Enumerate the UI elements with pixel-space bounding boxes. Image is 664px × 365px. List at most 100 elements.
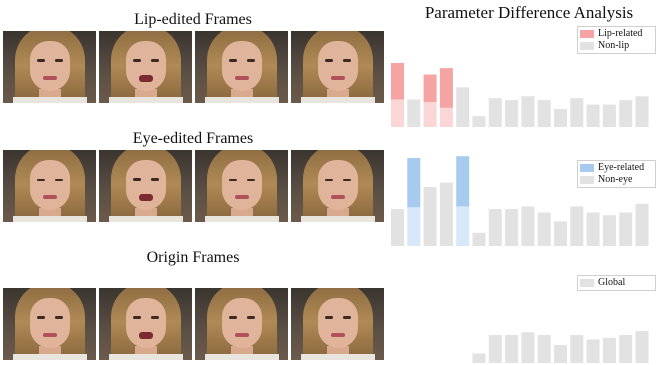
left-eye (37, 59, 45, 62)
left-eye (229, 316, 237, 319)
clothing-shape (205, 216, 279, 222)
left-eye (325, 316, 333, 319)
eye-edited-title: Eye-edited Frames (132, 130, 254, 147)
right-eye (343, 179, 351, 181)
bar (554, 345, 567, 363)
bar (537, 335, 551, 363)
legend-item-non-lip: Non-lip (580, 40, 653, 52)
left-eye (325, 59, 333, 62)
legend-item-eye-related: Eye-related (580, 162, 653, 174)
clothing-shape (301, 97, 375, 103)
mouth (331, 195, 345, 199)
left-eye (325, 179, 333, 181)
mouth (139, 194, 153, 201)
analysis-title: Parameter Difference Analysis (424, 3, 634, 22)
clothing-shape (13, 354, 87, 360)
legend-lip: Lip-related Non-lip (577, 26, 656, 54)
right-eye (55, 316, 63, 319)
bar-highlight-segment (423, 74, 437, 103)
mouth (235, 333, 249, 337)
mouth (139, 75, 153, 82)
right-eye (55, 179, 63, 181)
bar (554, 221, 567, 246)
face-frame (99, 150, 192, 222)
face-frame (99, 31, 192, 103)
bar (472, 353, 486, 363)
right-eye (343, 59, 351, 62)
right-eye (55, 59, 63, 62)
bar-highlight-segment (407, 158, 421, 208)
bar (391, 209, 404, 246)
swatch-non-lip (580, 42, 594, 50)
bar (570, 98, 584, 127)
face-shape (30, 298, 70, 348)
face-shape (30, 160, 70, 210)
bar (488, 98, 502, 127)
face-shape (30, 41, 70, 91)
left-eye (229, 179, 237, 181)
face-shape (318, 160, 358, 210)
right-eye (343, 316, 351, 319)
bar (456, 87, 470, 127)
bar (488, 209, 502, 246)
bar (472, 232, 486, 246)
bar (635, 96, 649, 127)
bar-base-segment (423, 102, 437, 127)
bar-base-segment (391, 99, 404, 127)
right-eye (247, 179, 255, 181)
swatch-non-eye (580, 176, 594, 184)
bar (505, 100, 519, 127)
legend-item-global: Global (580, 277, 653, 289)
mouth (43, 76, 57, 80)
face-shape (126, 160, 166, 210)
mouth (235, 76, 249, 80)
left-eye (37, 316, 45, 319)
bar (586, 339, 600, 363)
bar (602, 215, 616, 246)
clothing-shape (301, 216, 375, 222)
face-frame (3, 150, 96, 222)
lip-edited-title: Lip-edited Frames (134, 11, 252, 28)
clothing-shape (109, 354, 183, 360)
bar (586, 212, 600, 246)
left-eye (133, 59, 141, 62)
face-frame (291, 150, 384, 222)
bar (407, 99, 421, 127)
eye-edited-frames (3, 150, 384, 222)
legend-item-non-eye: Non-eye (580, 174, 653, 186)
bar (505, 209, 519, 246)
face-frame (291, 288, 384, 360)
face-shape (222, 41, 262, 91)
clothing-shape (301, 354, 375, 360)
bar (423, 187, 437, 246)
bar (521, 206, 535, 246)
legend-eye: Eye-related Non-eye (577, 160, 656, 188)
swatch-eye-related (580, 164, 594, 172)
origin-title: Origin Frames (146, 249, 240, 266)
swatch-global (580, 279, 594, 287)
bar (586, 104, 600, 127)
bar (635, 203, 649, 246)
right-eye (247, 59, 255, 62)
face-frame (195, 31, 288, 103)
face-shape (222, 298, 262, 348)
bar (521, 96, 535, 127)
parameter-difference-chart (391, 63, 649, 363)
bar (602, 337, 616, 363)
clothing-shape (109, 97, 183, 103)
left-eye (37, 179, 45, 181)
bar (537, 100, 551, 127)
legend-global: Global (577, 275, 656, 291)
face-shape (318, 298, 358, 348)
clothing-shape (109, 216, 183, 222)
left-eye (229, 59, 237, 62)
mouth (139, 332, 153, 339)
origin-frames (3, 288, 384, 360)
legend-item-lip-related: Lip-related (580, 28, 653, 40)
right-eye (151, 178, 159, 181)
bar (619, 100, 633, 127)
bar (521, 332, 535, 363)
bar (570, 206, 584, 246)
legend-label-lip-related: Lip-related (598, 28, 643, 39)
bar-highlight-segment (456, 156, 470, 207)
